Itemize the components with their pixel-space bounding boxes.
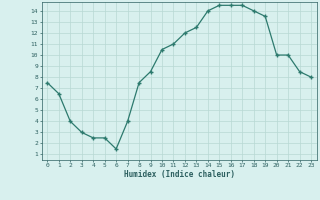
X-axis label: Humidex (Indice chaleur): Humidex (Indice chaleur) — [124, 170, 235, 179]
